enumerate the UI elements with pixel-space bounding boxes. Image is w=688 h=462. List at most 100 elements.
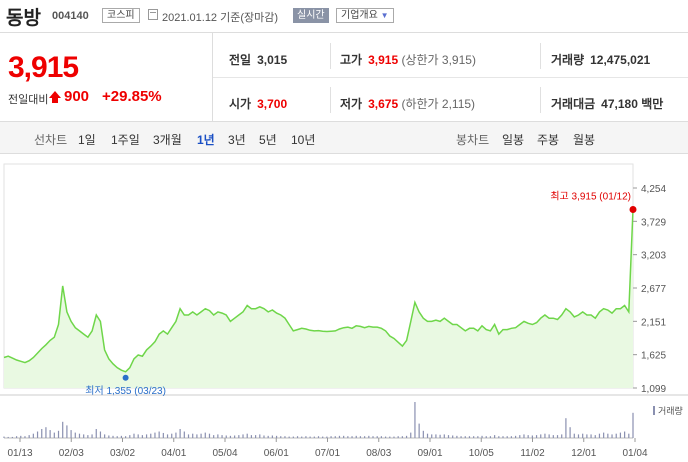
period-3m[interactable]: 3개월 (153, 133, 182, 147)
volume-bar (120, 435, 123, 438)
realtime-button[interactable]: 실시간 (293, 8, 329, 23)
low-value: 3,675 (368, 97, 399, 111)
volume-bar (87, 435, 89, 438)
upper-limit: (상한가 3,915) (401, 53, 476, 67)
volume-bar (582, 433, 584, 438)
volume-bar (83, 434, 85, 438)
volume-bar (221, 435, 223, 438)
amount-value: 47,180 (601, 97, 638, 111)
period-3y[interactable]: 3년 (228, 133, 246, 147)
volume-bar (49, 430, 51, 438)
volume-bar (489, 436, 492, 438)
low-price: 저가 3,675 (하한가 2,115) (340, 95, 475, 112)
volume-bar (439, 434, 441, 438)
volume-bar (204, 432, 206, 438)
volume-bar (540, 434, 542, 438)
volume-bar (242, 434, 244, 438)
volume-bar (452, 435, 454, 438)
volume-bar (447, 435, 450, 438)
volume-bar (573, 433, 575, 438)
volume-bar (548, 434, 550, 438)
volume-bar (502, 436, 504, 438)
volume-bar (200, 433, 202, 438)
volume-bar (11, 436, 13, 438)
volume-bar (225, 435, 227, 438)
x-tick-label: 03/02 (110, 448, 135, 459)
volume-bar (91, 434, 93, 438)
volume-label: 거래량 (551, 53, 585, 67)
calendar-icon (148, 9, 158, 20)
open-label: 시가 (229, 97, 252, 111)
candle-monthly[interactable]: 월봉 (573, 133, 596, 147)
volume-bar (351, 436, 353, 438)
volume-bar (208, 433, 211, 438)
volume-bar (158, 431, 160, 438)
x-tick-label: 06/01 (264, 448, 289, 459)
volume-bar (28, 435, 30, 438)
volume-bar (150, 433, 152, 438)
candle-daily[interactable]: 일봉 (502, 133, 525, 147)
period-1d[interactable]: 1일 (78, 133, 96, 147)
period-10y[interactable]: 10년 (291, 133, 316, 147)
y-tick-label: 4,254 (641, 184, 666, 195)
y-tick-label: 2,151 (641, 317, 666, 328)
volume-bar (426, 433, 429, 438)
volume-bar (334, 436, 336, 438)
x-tick-label: 10/05 (469, 448, 494, 459)
volume-bar (187, 434, 190, 438)
volume-bar (41, 429, 43, 438)
volume-legend: 거래량 (658, 405, 683, 416)
volume-bar (343, 435, 345, 438)
volume-bar (565, 418, 567, 438)
volume-bar (603, 432, 605, 438)
period-5y[interactable]: 5년 (259, 133, 277, 147)
volume-bar (632, 412, 634, 438)
volume-bar (171, 433, 173, 438)
change-rate: +29.85% (102, 88, 162, 105)
volume-bar (368, 435, 370, 438)
volume-bar (162, 432, 164, 438)
volume-bar (275, 435, 278, 438)
volume-bar (7, 436, 9, 438)
volume-bar (514, 435, 517, 438)
volume-bar (322, 436, 324, 438)
divider (213, 77, 688, 78)
volume-bar (53, 432, 55, 438)
volume-bar (292, 436, 294, 438)
volume-bar (473, 436, 475, 438)
volume-bar (129, 435, 131, 438)
volume-bar (250, 435, 253, 438)
volume-bar (510, 436, 512, 438)
volume-bar (506, 436, 508, 438)
period-1y[interactable]: 1년 (197, 133, 215, 147)
divider (330, 43, 331, 69)
y-tick-label: 3,203 (641, 251, 666, 262)
volume-bar (330, 436, 332, 438)
volume-bar (464, 436, 466, 438)
period-1w[interactable]: 1주일 (111, 133, 140, 147)
company-overview-dropdown[interactable]: 기업개요 ▼ (336, 8, 394, 23)
volume-bar (494, 435, 496, 438)
y-tick-label: 2,677 (641, 284, 666, 295)
volume-bar (263, 435, 265, 438)
volume-bar (183, 431, 185, 438)
volume-bar (544, 433, 546, 438)
volume-bar (485, 436, 487, 438)
volume-bar (20, 435, 22, 438)
candle-weekly[interactable]: 주봉 (537, 133, 560, 147)
volume-bar (175, 432, 177, 438)
volume-bar (317, 436, 320, 438)
lower-limit: (하한가 2,115) (401, 97, 476, 111)
x-tick-label: 08/03 (366, 448, 391, 459)
price-area (4, 209, 633, 388)
x-tick-label: 09/01 (417, 448, 442, 459)
volume-bar (116, 436, 118, 438)
price-line (3, 209, 634, 373)
volume-bar (166, 434, 169, 438)
volume-bar (108, 435, 110, 438)
low-marker (122, 374, 129, 381)
volume-bar (141, 435, 143, 438)
stock-header: 동방 004140 코스피 2021.01.12 기준(장마감) 실시간 기업개… (0, 0, 688, 32)
stock-code: 004140 (52, 10, 89, 22)
up-arrow-icon (49, 91, 61, 103)
